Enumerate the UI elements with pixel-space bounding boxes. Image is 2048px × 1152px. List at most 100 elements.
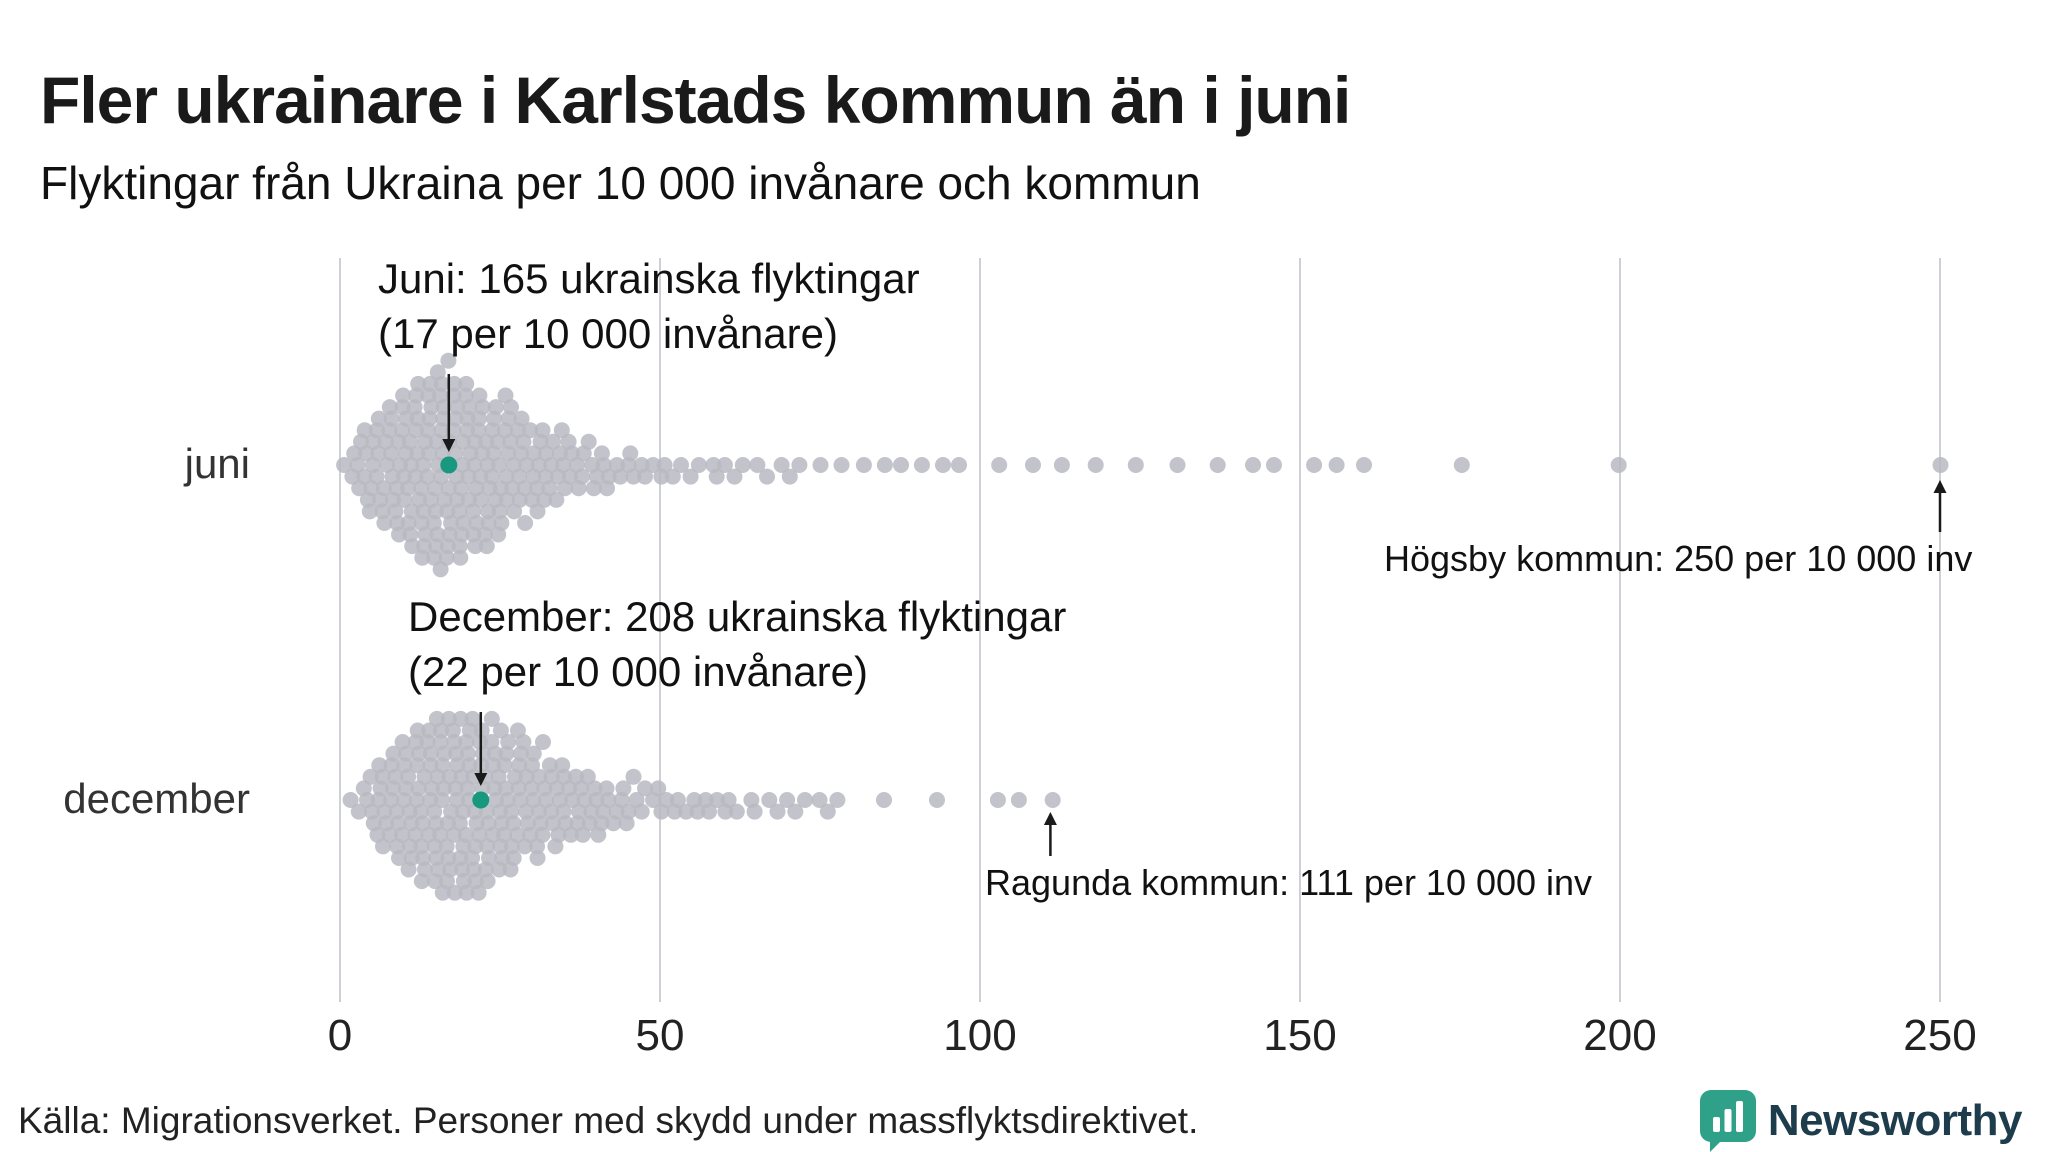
data-dot bbox=[479, 873, 496, 890]
data-dot bbox=[417, 861, 433, 878]
data-dot bbox=[812, 457, 829, 473]
data-dot bbox=[505, 457, 522, 473]
data-dot bbox=[369, 422, 385, 439]
annotation-arrow-head bbox=[1933, 480, 1947, 493]
data-dot bbox=[474, 780, 491, 797]
data-dot bbox=[487, 491, 504, 508]
data-dot bbox=[517, 515, 534, 531]
data-dot bbox=[433, 722, 449, 739]
data-dot bbox=[474, 445, 491, 462]
data-dot bbox=[555, 803, 572, 820]
data-dot bbox=[538, 792, 555, 808]
data-dot bbox=[411, 491, 428, 508]
data-dot bbox=[791, 457, 808, 473]
data-dot bbox=[503, 803, 520, 820]
data-dot bbox=[484, 826, 501, 843]
data-dot bbox=[455, 838, 472, 855]
data-dot bbox=[500, 445, 517, 462]
data-dot bbox=[422, 757, 439, 774]
data-dot bbox=[598, 780, 615, 797]
data-dot bbox=[415, 457, 432, 473]
data-dot bbox=[1169, 457, 1186, 473]
data-dot bbox=[411, 745, 428, 762]
data-dot bbox=[421, 410, 438, 427]
data-dot bbox=[726, 468, 743, 485]
data-dot bbox=[369, 826, 386, 843]
data-dot bbox=[439, 503, 456, 520]
data-dot bbox=[497, 780, 514, 797]
data-dot bbox=[1932, 457, 1949, 473]
data-dot bbox=[529, 838, 545, 855]
x-tick-label: 200 bbox=[1583, 1011, 1656, 1060]
chart-title: Fler ukrainare i Karlstads kommun än i j… bbox=[40, 63, 1351, 138]
data-dot bbox=[513, 410, 530, 427]
data-dot bbox=[486, 410, 503, 427]
data-dot bbox=[459, 780, 476, 797]
data-dot bbox=[515, 433, 532, 450]
data-dot bbox=[419, 468, 436, 485]
data-dot bbox=[503, 838, 520, 855]
data-dot bbox=[383, 757, 400, 774]
data-dot bbox=[410, 375, 427, 392]
data-dot bbox=[443, 803, 460, 820]
data-dot bbox=[428, 815, 444, 832]
data-dot bbox=[396, 757, 413, 774]
data-dot bbox=[595, 803, 612, 820]
data-dot bbox=[470, 422, 487, 439]
data-dot bbox=[417, 433, 433, 450]
data-dot bbox=[436, 745, 453, 762]
data-dot bbox=[620, 457, 637, 473]
data-dot bbox=[438, 838, 455, 855]
data-dot bbox=[434, 757, 451, 774]
data-dot bbox=[588, 792, 605, 808]
data-dot bbox=[991, 457, 1008, 473]
data-dot bbox=[428, 433, 445, 450]
data-dot bbox=[417, 526, 434, 543]
data-dot bbox=[434, 445, 451, 462]
data-dot bbox=[409, 722, 426, 739]
data-dot bbox=[653, 468, 670, 485]
data-dot bbox=[394, 399, 411, 416]
data-dot bbox=[394, 422, 411, 439]
data-dot bbox=[489, 433, 506, 450]
data-dot bbox=[384, 468, 401, 485]
data-dot bbox=[390, 815, 407, 832]
data-dot bbox=[435, 410, 452, 427]
data-dot bbox=[609, 457, 625, 473]
data-dot bbox=[414, 815, 431, 832]
annotation-hogsby: Högsby kommun: 250 per 10 000 inv bbox=[1384, 538, 1973, 579]
data-dot bbox=[551, 445, 568, 462]
data-dot bbox=[464, 710, 481, 727]
data-dot bbox=[1127, 457, 1144, 473]
data-dot bbox=[534, 826, 551, 843]
data-dot bbox=[516, 838, 533, 855]
data-dot bbox=[633, 803, 650, 820]
data-dot bbox=[370, 445, 387, 462]
data-dot bbox=[536, 491, 553, 508]
data-dot bbox=[446, 375, 463, 392]
data-dot bbox=[1266, 457, 1282, 473]
data-dot bbox=[460, 491, 477, 508]
data-dot bbox=[449, 792, 465, 808]
data-dot bbox=[372, 780, 389, 797]
data-dot bbox=[494, 850, 511, 866]
data-dot bbox=[581, 815, 598, 832]
data-dot bbox=[449, 399, 466, 416]
data-dot bbox=[829, 792, 846, 808]
data-dot bbox=[1328, 457, 1345, 473]
data-dot bbox=[625, 768, 642, 785]
data-dot bbox=[401, 838, 418, 855]
data-dot bbox=[435, 780, 452, 797]
data-dot bbox=[391, 526, 407, 543]
x-tick-label: 250 bbox=[1903, 1011, 1976, 1060]
data-dot bbox=[383, 445, 400, 462]
data-dot bbox=[511, 468, 528, 485]
data-dot bbox=[413, 480, 430, 497]
data-dot bbox=[407, 826, 424, 843]
data-dot bbox=[461, 757, 478, 774]
data-dot bbox=[452, 850, 469, 866]
data-dot bbox=[467, 873, 484, 890]
data-dot bbox=[503, 399, 519, 416]
data-dot bbox=[379, 457, 396, 473]
data-dot bbox=[350, 803, 367, 820]
